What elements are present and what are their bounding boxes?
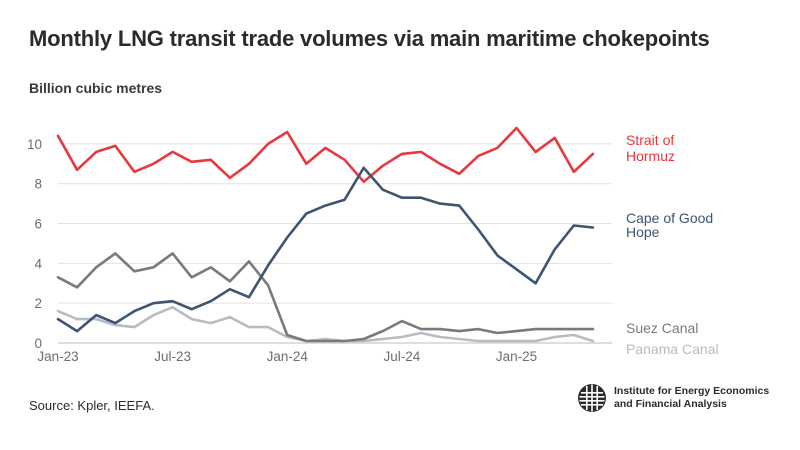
source-note: Source: Kpler, IEEFA.	[29, 398, 155, 413]
x-tick-label: Jul-23	[154, 349, 191, 364]
legend-label-cape-of-good-hope: Cape of Good	[626, 210, 713, 226]
logo-line-1: Institute for Energy Economics	[614, 385, 770, 397]
chart-title: Monthly LNG transit trade volumes via ma…	[29, 26, 710, 51]
legend-label-cape-of-good-hope: Hope	[626, 224, 660, 240]
series-line-panama-canal	[56, 305, 595, 343]
y-tick-label: 0	[34, 336, 42, 351]
series-line-strait-of-hormuz	[56, 126, 595, 183]
x-tick-label: Jan-24	[267, 349, 309, 364]
y-tick-label: 8	[34, 177, 42, 192]
legend-label-strait-of-hormuz: Hormuz	[626, 148, 675, 164]
ieefa-logo: Institute for Energy Economics and Finan…	[577, 383, 769, 413]
y-tick-label: 4	[34, 256, 42, 271]
legend-label-suez-canal: Suez Canal	[626, 320, 698, 336]
legend-label-strait-of-hormuz: Strait of	[626, 132, 674, 148]
series-line-suez-canal	[56, 252, 595, 343]
y-tick-label: 2	[34, 296, 42, 311]
globe-icon	[578, 384, 606, 412]
series-line-cape-of-good-hope	[56, 166, 595, 333]
legend-label-panama-canal: Panama Canal	[626, 341, 719, 357]
x-tick-label: Jan-23	[37, 349, 78, 364]
logo-line-2: and Financial Analysis	[614, 398, 727, 410]
y-axis-label: Billion cubic metres	[29, 80, 163, 96]
y-tick-label: 6	[34, 217, 42, 232]
x-tick-label: Jan-25	[496, 349, 537, 364]
x-tick-label: Jul-24	[383, 349, 420, 364]
y-tick-label: 10	[27, 137, 42, 152]
